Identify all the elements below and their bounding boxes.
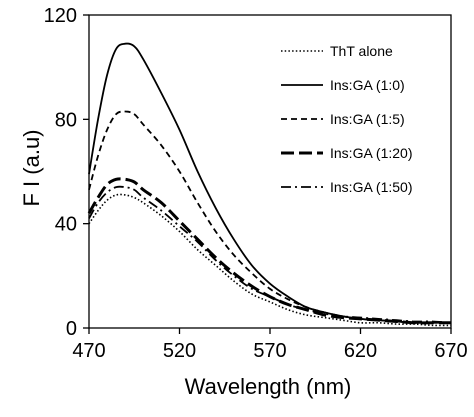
series-line-5 (88, 185, 452, 324)
x-tick-label: 620 (344, 340, 377, 362)
x-axis-title: Wavelength (nm) (185, 374, 352, 399)
y-tick-label: 40 (55, 214, 77, 236)
tick-group: 470 520 570 620 670 0 40 80 120 (44, 5, 468, 362)
series-line-3 (88, 110, 451, 324)
y-axis-title: F I (a.u) (19, 129, 44, 206)
y-tick-label: 0 (66, 318, 77, 340)
series-line-4 (87, 177, 451, 325)
legend-label-5: Ins:GA (1:50) (330, 179, 412, 195)
y-tick-label: 80 (55, 109, 77, 131)
x-tick-label: 470 (72, 340, 105, 362)
x-tick-label: 520 (163, 340, 196, 362)
axes (88, 14, 452, 329)
legend-label-3: Ins:GA (1:5) (330, 111, 405, 127)
series-line-2 (88, 42, 451, 324)
x-tick-label: 670 (434, 340, 467, 362)
legend-label-4: Ins:GA (1:20) (330, 145, 412, 161)
series-line-1 (88, 193, 452, 327)
plot-area (87, 42, 452, 327)
x-tick-label: 570 (253, 340, 286, 362)
legend-label-2: Ins:GA (1:0) (330, 77, 405, 93)
legend: ThT alone Ins:GA (1:0) Ins:GA (1:5) Ins:GA … (281, 43, 412, 195)
legend-label-1: ThT alone (330, 43, 393, 59)
y-tick-label: 120 (44, 5, 77, 27)
plot-frame (88, 14, 452, 329)
